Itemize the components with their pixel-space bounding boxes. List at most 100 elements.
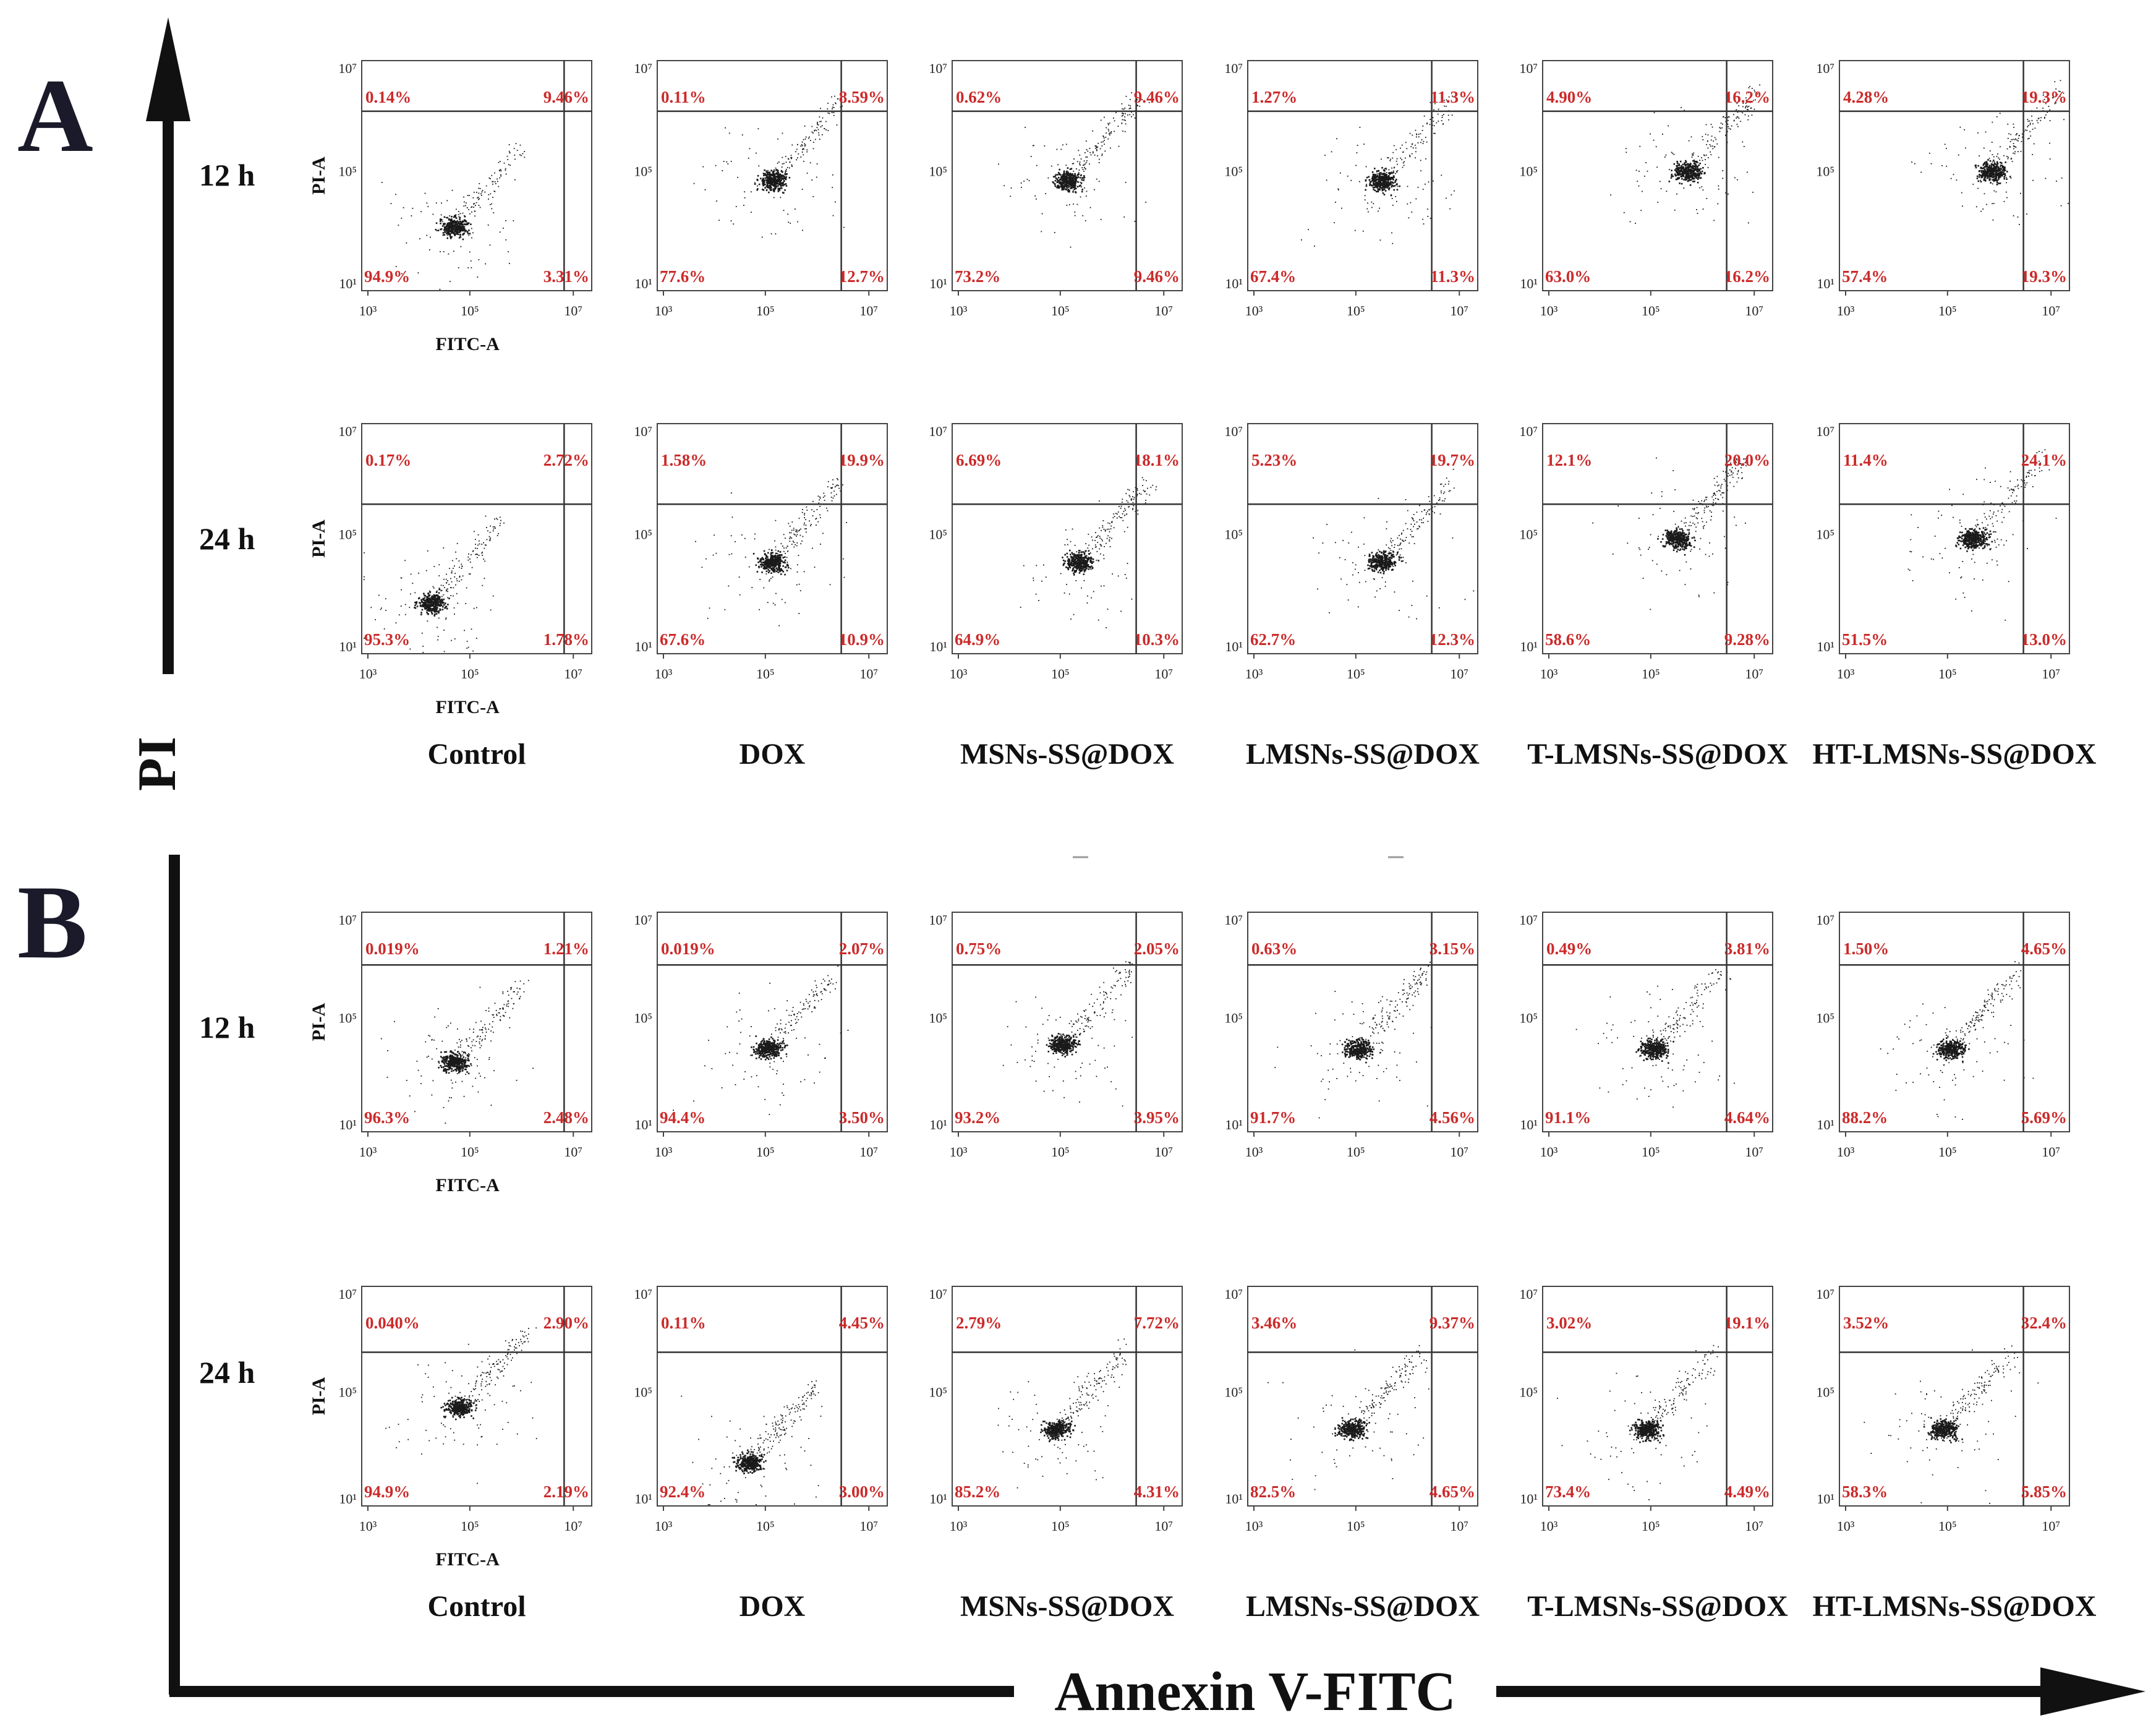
scatter-point [1941, 165, 1943, 166]
scatter-point [1077, 173, 1079, 174]
scatter-point [2028, 137, 2030, 139]
scatter-point [414, 607, 417, 609]
x-tick-label: 10⁵ [1347, 303, 1365, 319]
scatter-point [1036, 565, 1038, 566]
scatter-point [1086, 568, 1088, 570]
scatter-point [1313, 537, 1314, 539]
quadrant-value-ll: 77.6% [660, 267, 705, 286]
scatter-point [395, 266, 397, 267]
scatter-point [500, 169, 501, 171]
scatter-point [1084, 560, 1086, 563]
scatter-point [450, 281, 451, 283]
scatter-point [812, 500, 814, 502]
scatter-point [1979, 155, 1980, 156]
scatter-point [778, 569, 780, 571]
scatter-point [715, 552, 717, 554]
scatter-point [1676, 171, 1677, 173]
scatter-point [780, 560, 782, 562]
scatter-point [1388, 187, 1390, 189]
quadrant-value-ur: 2.72% [543, 451, 589, 469]
scatter-point [1395, 160, 1397, 162]
scatter-point [443, 547, 445, 549]
scatter-point [1083, 562, 1086, 564]
scatter-point [463, 196, 464, 198]
scatter-point [1071, 559, 1073, 562]
quadrant-value-lr: 12.7% [839, 267, 885, 286]
scatter-point [1692, 155, 1694, 156]
scatter-point [1127, 114, 1128, 116]
scatter-point [1983, 178, 1985, 180]
scatter-point [1742, 112, 1744, 114]
x-tick-label: 10³ [1837, 303, 1855, 319]
scatter-point [2018, 140, 2019, 142]
scatter-point [443, 224, 445, 226]
scatter-point [1085, 566, 1088, 568]
scatter-point [1701, 157, 1702, 158]
scatter-point [801, 541, 803, 542]
scatter-point [1099, 548, 1101, 550]
scatter-point [1733, 120, 1735, 122]
scatter-point [1987, 159, 1989, 161]
scatter-point [1911, 161, 1912, 163]
scatter-point [437, 626, 438, 628]
scatter-point [1114, 120, 1115, 122]
scatter-point [430, 612, 433, 614]
scatter-point [1065, 179, 1067, 181]
scatter-point [1073, 556, 1076, 558]
scatter-point [451, 220, 453, 222]
scatter-point [728, 132, 730, 134]
scatter-point [772, 173, 775, 175]
scatter-point [2055, 88, 2057, 90]
scatter-point [1416, 136, 1417, 138]
scatter-point [1386, 185, 1388, 187]
scatter-point [498, 161, 500, 163]
scatter-point [2054, 81, 2056, 82]
scatter-point [1062, 144, 1063, 146]
scatter-point [441, 219, 443, 221]
scatter-point [777, 169, 779, 172]
scatter-point [1981, 176, 1983, 178]
scatter-point [1068, 174, 1070, 176]
scatter-point [1378, 184, 1380, 186]
scatter-point [1068, 190, 1070, 192]
scatter-point [1101, 530, 1102, 531]
scatter-point [1085, 156, 1087, 158]
scatter-point [1059, 168, 1060, 171]
scatter-point [1993, 190, 1995, 192]
scatter-point [772, 563, 773, 566]
scatter-point [1072, 173, 1073, 175]
scatter-point [770, 578, 772, 579]
scatter-point [1072, 560, 1075, 562]
scatter-point [456, 220, 458, 221]
scatter-point [1384, 176, 1386, 179]
scatter-point [1063, 182, 1065, 184]
scatter-point [790, 532, 792, 534]
scatter-point [2015, 147, 2017, 148]
scatter-point [2047, 93, 2048, 95]
scatter-point [1975, 166, 1977, 169]
scatter-point [433, 601, 435, 602]
scatter-point [1699, 171, 1702, 173]
scatter-point [1117, 511, 1119, 513]
scatter-point [1079, 154, 1081, 156]
scatter-point [1124, 531, 1125, 532]
scatter-point [1979, 169, 1981, 172]
scatter-point [1072, 177, 1073, 179]
scatter-point [779, 554, 781, 556]
scatter-point [1084, 220, 1086, 221]
scatter-point [1043, 564, 1044, 566]
scatter-point [785, 174, 786, 176]
plot-ylabel: PI-A [309, 519, 329, 558]
scatter-point [777, 171, 779, 173]
scatter-point [1395, 148, 1397, 150]
scatter-point [1638, 171, 1640, 172]
scatter-point [452, 229, 454, 231]
scatter-point [1644, 176, 1645, 177]
scatter-point [493, 212, 495, 213]
plot-frame [361, 60, 592, 291]
scatter-point [444, 602, 446, 604]
scatter-point [1623, 212, 1625, 213]
scatter-point [1088, 557, 1091, 559]
scatter-point [1376, 186, 1378, 187]
scatter-point [479, 207, 481, 208]
